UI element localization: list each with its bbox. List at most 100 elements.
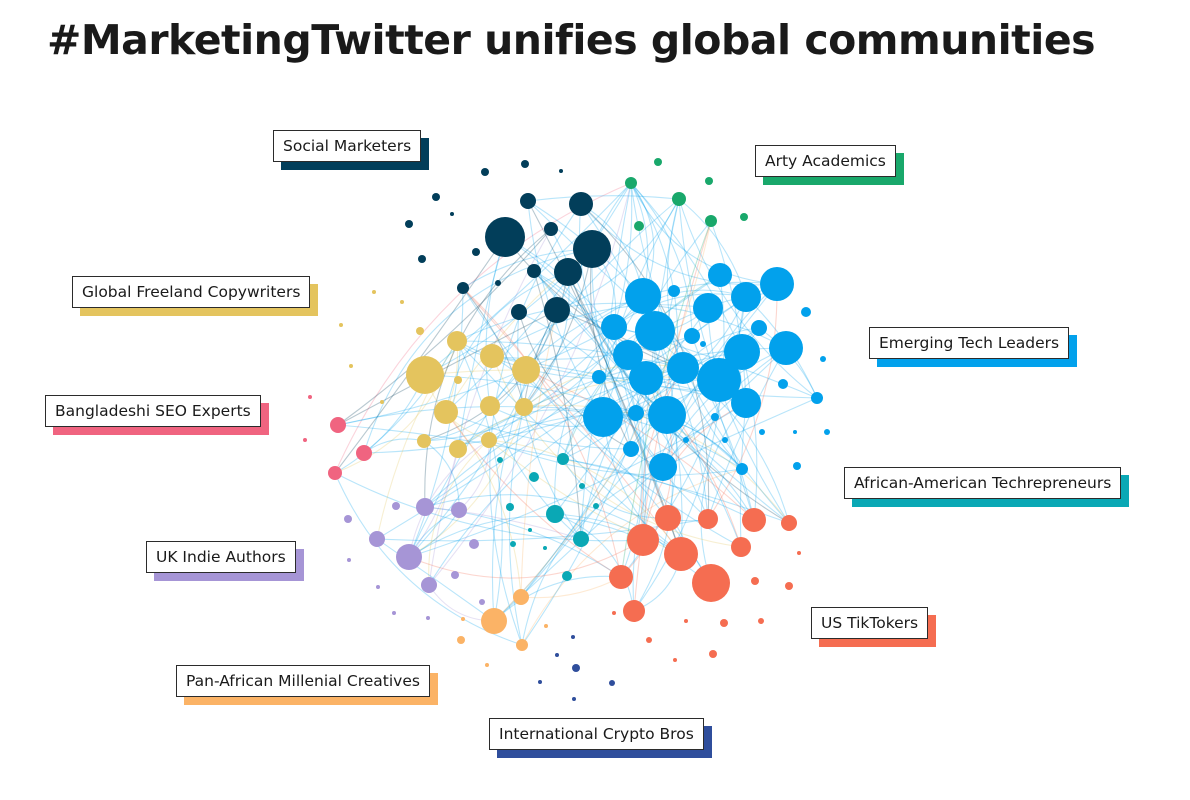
network-edge: [408, 515, 644, 558]
network-node-tech: [700, 341, 706, 347]
network-edge: [533, 270, 742, 548]
network-node-tech: [731, 282, 761, 312]
network-node-tiktok: [720, 619, 728, 627]
network-node-copy: [417, 434, 431, 448]
label-text: International Crypto Bros: [489, 718, 704, 750]
network-edge: [630, 182, 778, 285]
network-edge: [533, 270, 582, 540]
network-edge: [456, 340, 684, 369]
network-node-tiktok: [797, 551, 801, 555]
network-edge: [493, 220, 712, 622]
network-node-copy: [481, 432, 497, 448]
network-edge: [424, 506, 622, 578]
network-edge: [462, 287, 622, 578]
network-node-tech: [697, 358, 741, 402]
network-node-afam: [497, 457, 503, 463]
network-node-copy: [454, 376, 462, 384]
label-text: UK Indie Authors: [146, 541, 296, 573]
network-node-tech: [693, 293, 723, 323]
network-node-copy: [515, 398, 533, 416]
network-node-tech: [635, 311, 675, 351]
network-node-tech: [751, 320, 767, 336]
network-edge: [489, 203, 582, 646]
label-text: Emerging Tech Leaders: [869, 327, 1070, 359]
network-edge: [527, 200, 682, 555]
network-node-tiktok: [709, 650, 717, 658]
network-edge: [363, 248, 593, 454]
network-node-social: [511, 304, 527, 320]
network-node-crypto: [555, 653, 559, 657]
network-node-social: [527, 264, 541, 278]
network-node-social: [544, 297, 570, 323]
network-node-arty: [705, 177, 713, 185]
network-node-crypto: [571, 635, 575, 639]
network-node-panaf: [516, 639, 528, 651]
network-edge: [525, 369, 755, 521]
network-edge: [678, 198, 818, 399]
network-node-copy: [339, 323, 343, 327]
network-edge: [424, 376, 600, 508]
network-edge: [408, 439, 490, 558]
network-node-copy: [480, 396, 500, 416]
network-node-copy: [372, 290, 376, 294]
network-edge: [580, 203, 710, 520]
network-edge: [521, 466, 664, 646]
network-node-social: [544, 222, 558, 236]
network-node-social: [554, 258, 582, 286]
network-edge: [456, 302, 787, 349]
network-edge: [445, 271, 569, 413]
label-us-tiktokers: US TikTokers: [811, 607, 937, 647]
network-edge: [489, 405, 582, 540]
network-node-tech: [824, 429, 830, 435]
network-node-social: [485, 217, 525, 257]
network-edge: [428, 228, 552, 586]
network-node-tech: [711, 413, 719, 421]
network-node-arty: [672, 192, 686, 206]
network-edge: [556, 198, 680, 311]
network-node-uk: [479, 599, 485, 605]
network-edge: [523, 271, 570, 408]
network-edge: [424, 271, 569, 376]
network-node-uk: [369, 531, 385, 547]
network-edge: [620, 414, 673, 578]
network-edge: [491, 304, 709, 357]
network-node-tech: [760, 267, 794, 301]
network-node-tech: [668, 285, 680, 297]
network-node-tiktok: [785, 582, 793, 590]
network-node-social: [457, 282, 469, 294]
network-edge: [580, 198, 680, 540]
network-edge: [620, 412, 643, 578]
network-edge: [337, 309, 558, 426]
network-node-tech: [648, 396, 686, 434]
network-edge: [445, 411, 622, 578]
network-node-arty: [654, 158, 662, 166]
network-node-copy: [416, 327, 424, 335]
label-african-american-techrepreneurs: African-American Techrepreneurs: [844, 467, 1130, 507]
network-node-seo: [356, 445, 372, 461]
network-edge: [691, 335, 755, 521]
network-edge: [376, 340, 458, 540]
network-node-afam: [557, 453, 569, 465]
network-edge: [462, 287, 682, 555]
network-node-tech: [683, 437, 689, 443]
network-node-tiktok: [758, 618, 764, 624]
network-edge: [633, 274, 725, 612]
network-node-tiktok: [673, 658, 677, 662]
network-node-tiktok: [655, 505, 681, 531]
network-node-afam: [593, 503, 599, 509]
network-node-tiktok: [646, 637, 652, 643]
network-node-seo: [330, 417, 346, 433]
network-node-copy: [512, 356, 540, 384]
network-node-tiktok: [684, 619, 688, 623]
network-node-tech: [759, 429, 765, 435]
network-node-arty: [705, 215, 717, 227]
network-edge: [580, 377, 647, 540]
network-edge: [462, 287, 742, 548]
network-edge: [376, 538, 495, 622]
network-node-uk: [344, 515, 352, 523]
network-edge: [363, 340, 458, 454]
label-text: Social Marketers: [273, 130, 422, 162]
network-node-uk: [347, 558, 351, 562]
network-node-uk: [396, 544, 422, 570]
network-node-social: [520, 193, 536, 209]
